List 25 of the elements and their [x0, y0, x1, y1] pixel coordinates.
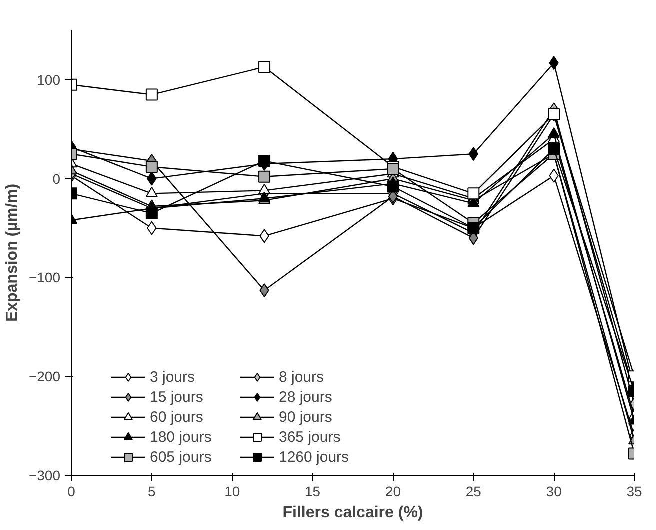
y-tick-label: 0 — [52, 170, 61, 187]
x-tick-label: 20 — [385, 484, 402, 500]
x-tick-label: 30 — [546, 484, 562, 500]
x-tick-label: 5 — [148, 484, 156, 500]
x-tick-label: 10 — [224, 484, 240, 500]
x-tick-label: 0 — [68, 484, 76, 500]
legend-label: 180 jours — [150, 428, 213, 446]
x-tick-label: 35 — [626, 484, 642, 500]
x-tick-label: 15 — [305, 484, 321, 500]
y-tick-label: 100 — [37, 72, 61, 88]
legend-label: 90 jours — [279, 408, 334, 426]
legend-label: 15 jours — [150, 388, 204, 406]
legend-label: 605 jours — [150, 448, 213, 466]
legend-label: 365 jours — [279, 428, 342, 446]
x-tick-label: 25 — [466, 484, 482, 500]
legend-label: 3 jours — [150, 368, 196, 386]
y-tick-label: −100 — [28, 270, 61, 286]
y-tick-label: −200 — [28, 368, 61, 385]
legend-label: 28 jours — [279, 388, 334, 406]
y-tick-label: −300 — [28, 468, 61, 484]
y-axis-title: Expansion (µm/m) — [4, 184, 21, 322]
x-axis-title: Fillers calcaire (%) — [282, 504, 424, 522]
legend-label: 60 jours — [150, 408, 204, 426]
legend-label: 8 jours — [279, 368, 326, 386]
legend-label: 1260 jours — [279, 448, 350, 466]
